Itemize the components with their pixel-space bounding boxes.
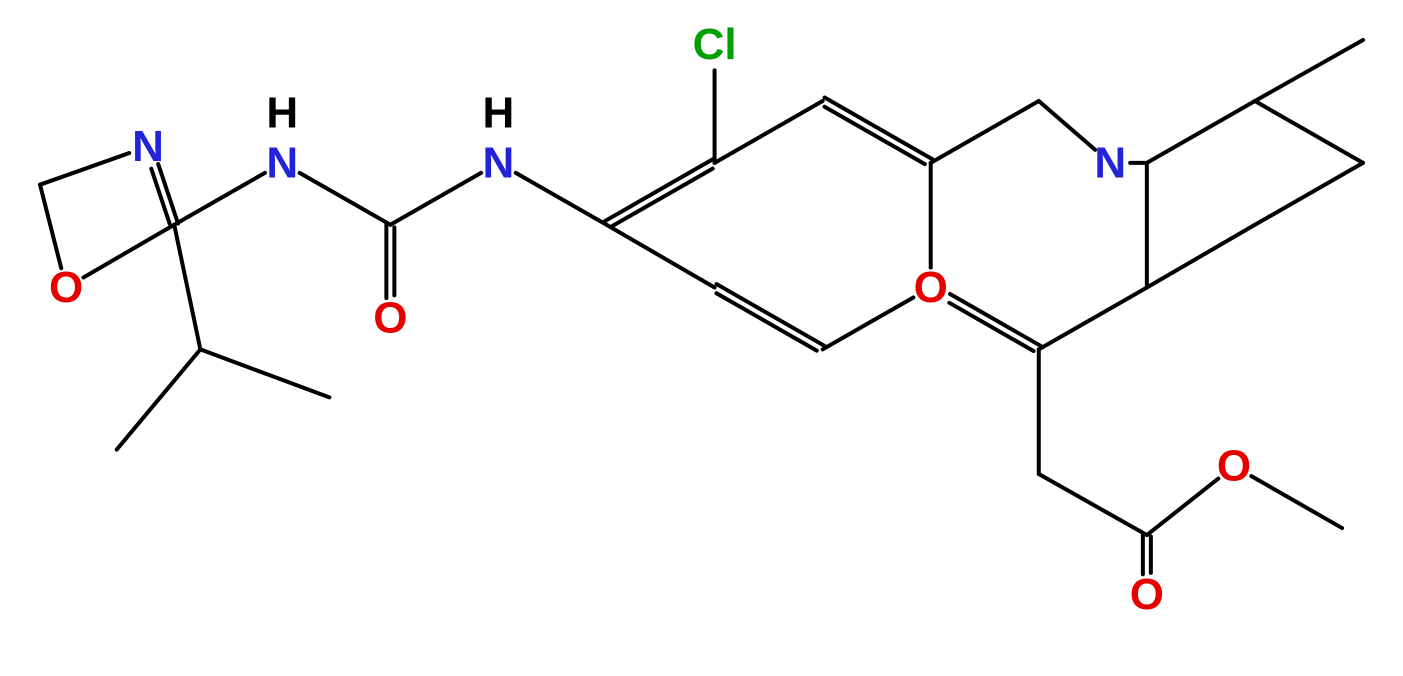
atom-label-o: O xyxy=(49,263,83,312)
atom-label-h: H xyxy=(483,88,515,137)
molecule-diagram: OOONClNHONHNO xyxy=(0,0,1403,676)
atom-label-o: O xyxy=(1217,442,1251,491)
atom-label-o: O xyxy=(373,294,407,343)
atom-label-o: O xyxy=(1130,570,1164,619)
atom-label-o: O xyxy=(914,263,948,312)
atom-label-n: N xyxy=(483,138,515,187)
atom-label-h: H xyxy=(266,88,298,137)
atom-label-n: N xyxy=(132,122,164,171)
atom-label-cl: Cl xyxy=(693,20,737,69)
atom-label-n: N xyxy=(1094,138,1126,187)
atom-label-n: N xyxy=(266,138,298,187)
